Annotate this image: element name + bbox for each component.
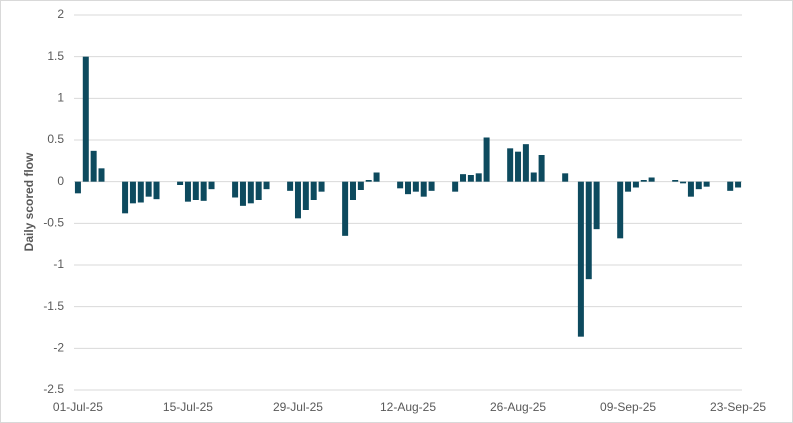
x-tick-label: 09-Sep-25	[600, 400, 656, 414]
x-tick-label: 15-Jul-25	[163, 400, 213, 414]
bar	[640, 180, 647, 182]
bar	[577, 181, 584, 337]
bar	[318, 181, 325, 192]
bar	[420, 181, 427, 197]
bar	[585, 181, 592, 280]
y-axis-label: Daily scored flow	[22, 152, 36, 251]
bar	[727, 181, 734, 191]
x-tick-label: 23-Sep-25	[710, 400, 766, 414]
bar	[184, 181, 191, 202]
bar	[153, 181, 160, 200]
bar	[247, 181, 254, 204]
bar	[475, 173, 482, 182]
bar	[483, 137, 490, 182]
x-tick-label: 29-Jul-25	[273, 400, 323, 414]
y-tick-label: -0.5	[43, 216, 64, 230]
bar	[137, 181, 144, 203]
bar	[538, 155, 545, 182]
bar	[357, 181, 364, 190]
bar	[129, 181, 136, 204]
bar	[294, 181, 301, 219]
bar	[239, 181, 246, 206]
bar	[405, 181, 411, 195]
bar	[145, 181, 152, 197]
bar	[452, 181, 459, 192]
bar	[412, 181, 419, 192]
bar	[695, 181, 702, 190]
bar	[365, 180, 372, 182]
bar	[287, 181, 294, 191]
bar	[373, 172, 380, 182]
bar	[703, 181, 710, 187]
bar	[593, 181, 600, 230]
y-tick-label: 0.5	[47, 132, 64, 146]
bar	[98, 168, 105, 182]
x-tick-label: 01-Jul-25	[53, 400, 103, 414]
bar	[522, 144, 529, 182]
y-tick-label: 0	[57, 174, 64, 188]
bar	[687, 181, 694, 197]
bar	[562, 173, 569, 182]
bar	[617, 181, 624, 239]
x-tick-label: 26-Aug-25	[490, 400, 546, 414]
bar	[735, 181, 742, 188]
bar	[82, 56, 89, 182]
bar	[302, 181, 309, 210]
y-tick-label: 1.5	[47, 49, 64, 63]
bar	[74, 181, 81, 194]
bar	[90, 150, 97, 182]
bar	[680, 181, 687, 184]
y-tick-label: -2	[53, 341, 64, 355]
y-tick-label: 2	[57, 7, 64, 21]
bar	[122, 181, 129, 214]
bar	[349, 181, 356, 200]
y-tick-label: -1	[53, 257, 64, 271]
bar	[208, 181, 215, 190]
bar	[255, 181, 262, 200]
bar	[672, 180, 679, 182]
bar	[460, 174, 467, 182]
bar	[310, 181, 317, 200]
x-tick-label: 12-Aug-25	[380, 400, 436, 414]
y-tick-label: -2.5	[43, 382, 64, 396]
y-tick-label: 1	[57, 91, 64, 105]
bar	[625, 181, 632, 192]
bar	[515, 151, 522, 182]
y-tick-label: -1.5	[43, 299, 64, 313]
bar	[232, 181, 239, 198]
bar	[397, 181, 404, 189]
bar	[177, 181, 184, 185]
bar	[648, 177, 655, 182]
bar	[507, 148, 514, 182]
bar	[192, 181, 199, 200]
bar	[632, 181, 639, 188]
bar	[342, 181, 349, 236]
bar	[263, 181, 270, 190]
bar	[467, 175, 474, 182]
bar	[530, 172, 537, 182]
bar	[428, 181, 435, 191]
bar	[200, 181, 207, 201]
